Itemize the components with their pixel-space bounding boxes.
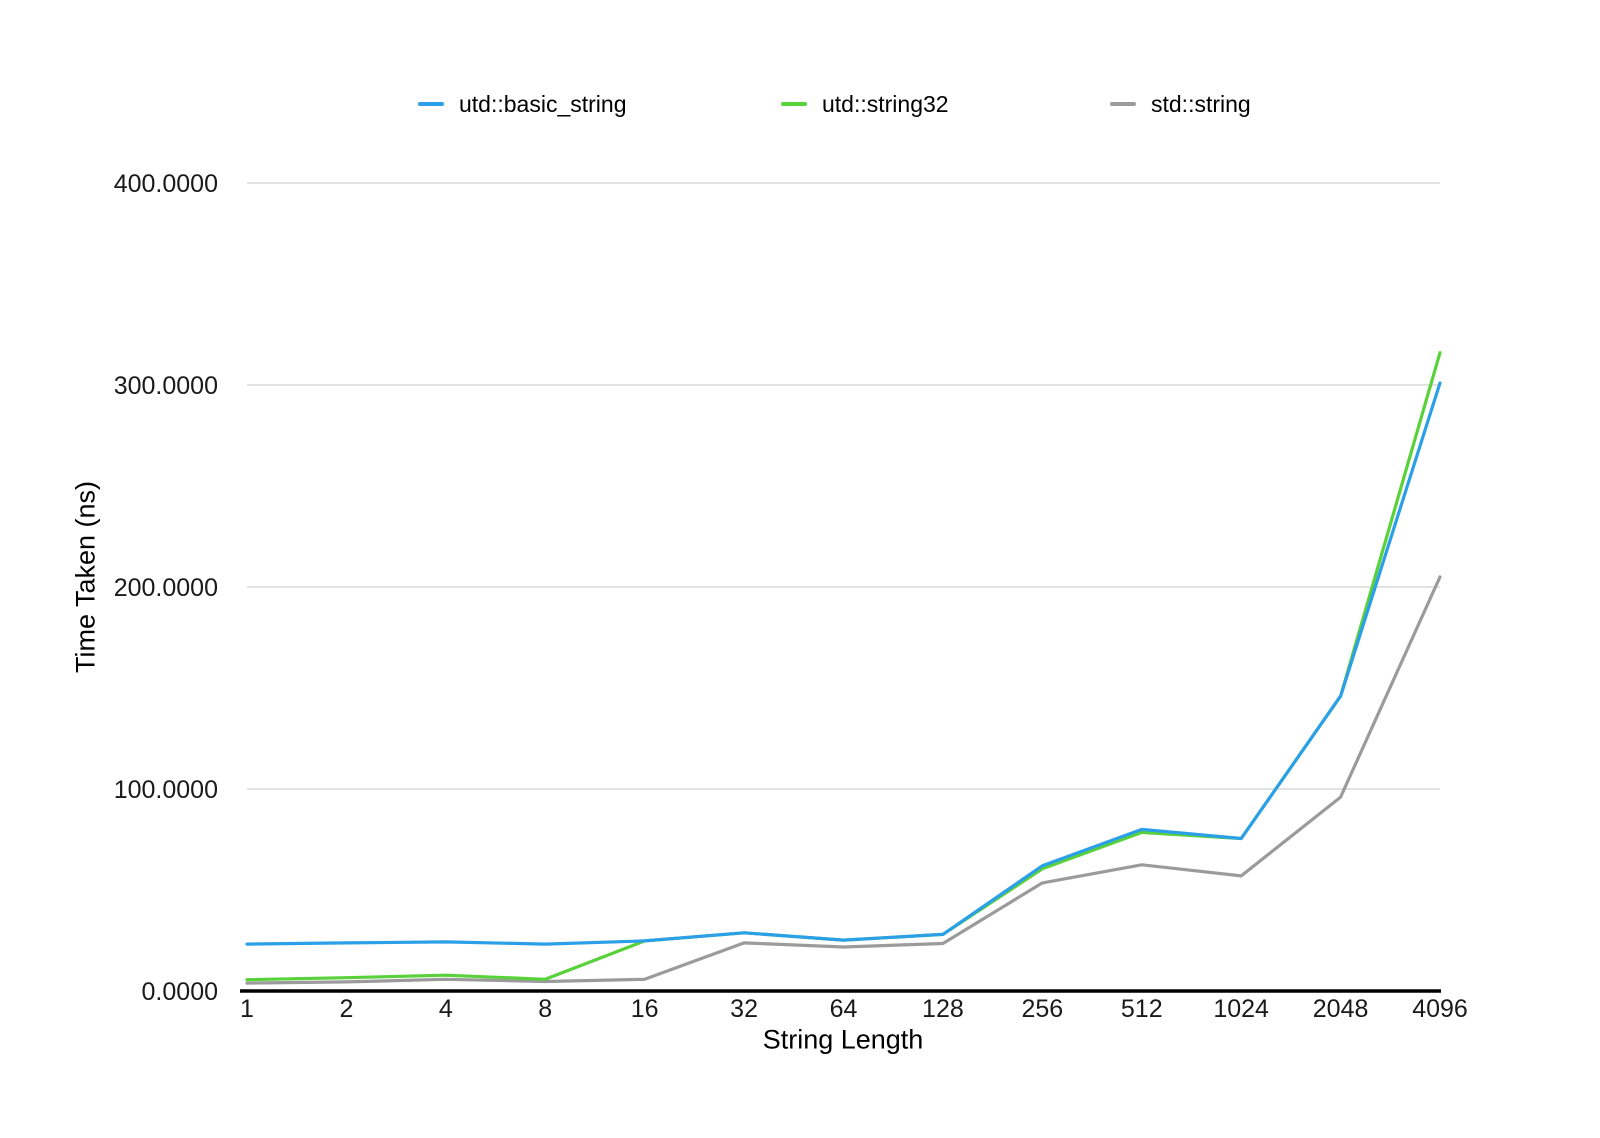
legend-item-utd-basic-string: utd::basic_string	[418, 90, 626, 118]
x-tick-label: 64	[830, 995, 858, 1023]
x-tick-label: 2048	[1313, 995, 1369, 1023]
x-tick-label: 1	[240, 995, 254, 1023]
x-tick-label: 32	[730, 995, 758, 1023]
x-tick-label: 4	[439, 995, 453, 1023]
legend-item-std-string: std::string	[1110, 90, 1251, 118]
legend-label-utd-string32: utd::string32	[822, 90, 949, 117]
x-tick-label: 8	[538, 995, 552, 1023]
series-line-utd-basic-string	[245, 381, 1442, 946]
legend-label-std-string: std::string	[1151, 90, 1251, 117]
x-axis-title: String Length	[762, 1024, 924, 1055]
x-tick-label: 4096	[1412, 995, 1468, 1023]
x-tick-label: 512	[1121, 995, 1163, 1023]
x-tick-label: 1024	[1213, 995, 1269, 1023]
series-line-std-string	[245, 575, 1442, 985]
legend-swatch-utd-string32	[781, 102, 807, 106]
y-tick-label: 200.0000	[114, 574, 218, 602]
legend-swatch-std-string	[1110, 102, 1136, 106]
y-tick-label: 0.0000	[142, 978, 218, 1006]
y-axis-title: Time Taken (ns)	[70, 480, 101, 674]
x-tick-label: 128	[922, 995, 964, 1023]
y-tick-label: 400.0000	[114, 170, 218, 198]
y-tick-label: 300.0000	[114, 372, 218, 400]
x-tick-label: 16	[631, 995, 659, 1023]
legend-label-utd-basic-string: utd::basic_string	[459, 90, 627, 117]
legend-swatch-utd-basic-string	[418, 102, 444, 106]
x-tick-label: 2	[339, 995, 353, 1023]
x-tick-label: 256	[1021, 995, 1063, 1023]
y-tick-label: 100.0000	[114, 776, 218, 804]
legend-item-utd-string32: utd::string32	[781, 90, 949, 118]
series-line-utd-string32	[245, 351, 1442, 982]
